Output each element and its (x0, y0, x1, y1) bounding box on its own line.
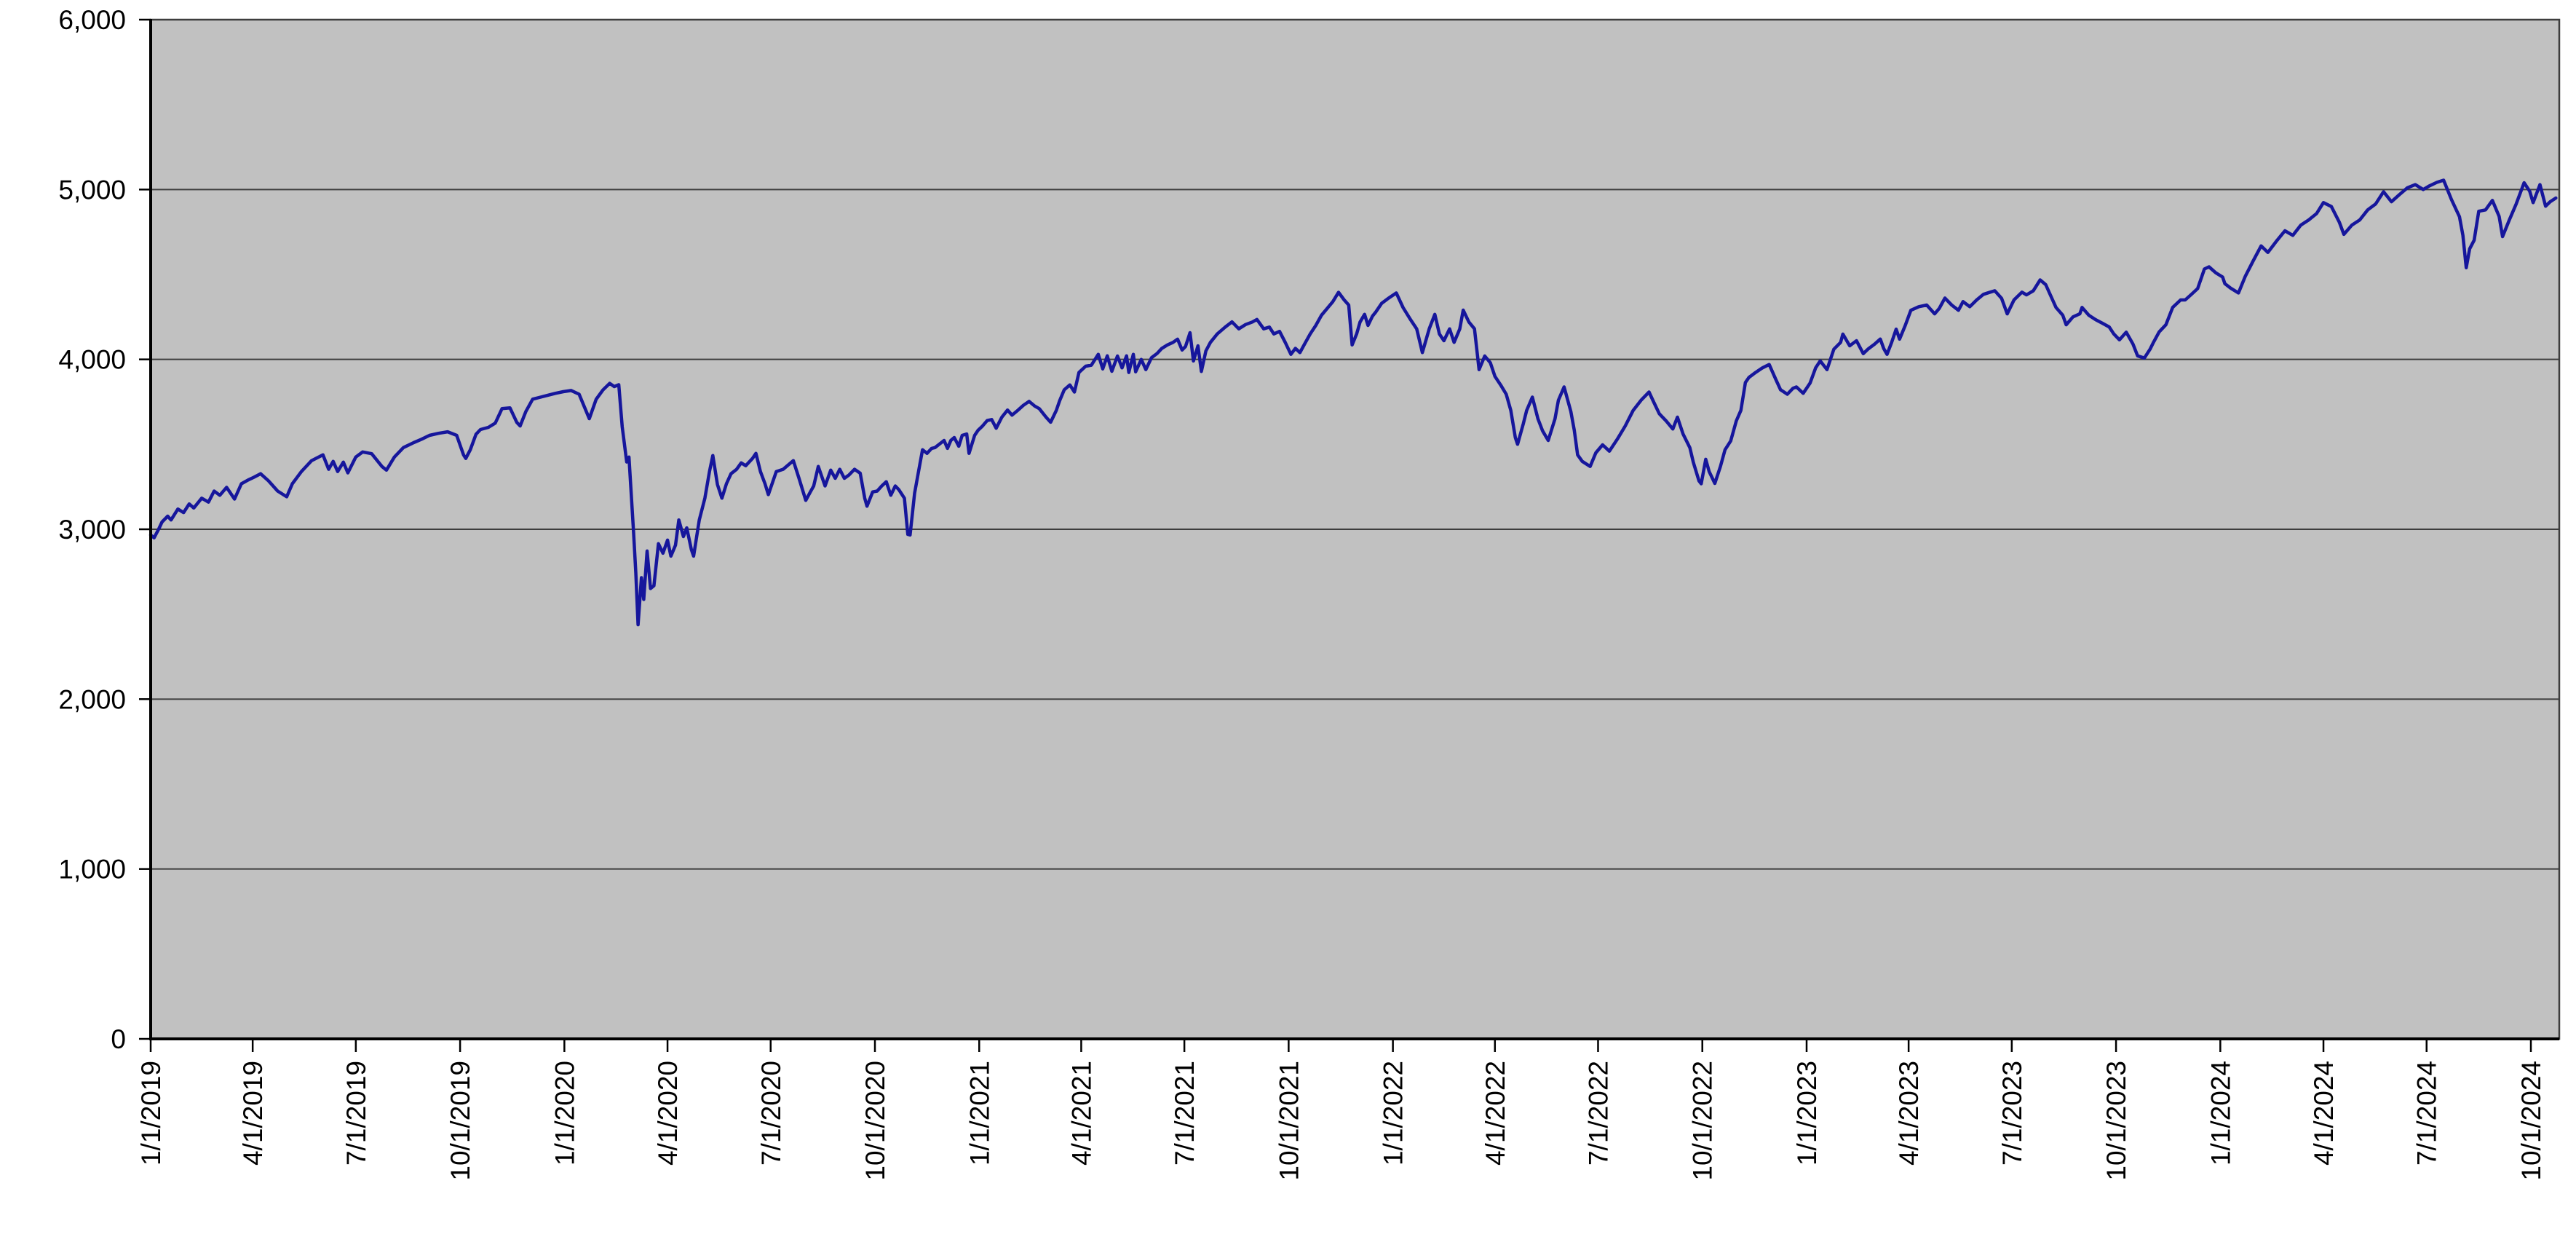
x-tick-label-23: 10/1/2024 (2516, 1061, 2546, 1181)
x-tick-label-5: 4/1/2020 (653, 1061, 683, 1166)
x-tick-label-0: 1/1/2019 (136, 1061, 166, 1166)
y-tick-label-5000: 5,000 (58, 175, 126, 205)
x-tick-label-21: 4/1/2024 (2309, 1061, 2339, 1166)
y-tick-label-6000: 6,000 (58, 5, 126, 35)
y-tick-label-0: 0 (111, 1024, 126, 1054)
x-tick-label-22: 7/1/2024 (2412, 1061, 2442, 1166)
x-tick-label-2: 7/1/2019 (341, 1061, 371, 1166)
x-tick-label-16: 1/1/2023 (1792, 1061, 1822, 1166)
x-tick-label-18: 7/1/2023 (1997, 1061, 2027, 1166)
x-tick-label-7: 10/1/2020 (860, 1061, 890, 1181)
x-tick-label-11: 10/1/2021 (1274, 1061, 1304, 1181)
x-tick-label-14: 7/1/2022 (1583, 1061, 1613, 1166)
x-tick-label-3: 10/1/2019 (445, 1061, 475, 1181)
y-tick-label-3000: 3,000 (58, 515, 126, 545)
y-tick-label-4000: 4,000 (58, 345, 126, 375)
x-tick-label-19: 10/1/2023 (2101, 1061, 2131, 1181)
x-tick-label-17: 4/1/2023 (1894, 1061, 1924, 1166)
x-tick-label-13: 4/1/2022 (1481, 1061, 1510, 1166)
x-tick-label-12: 1/1/2022 (1379, 1061, 1408, 1166)
x-tick-label-4: 1/1/2020 (550, 1061, 579, 1166)
x-tick-label-15: 10/1/2022 (1688, 1061, 1718, 1181)
series-price-index (148, 178, 2558, 627)
x-tick-label-20: 1/1/2024 (2206, 1061, 2235, 1166)
y-tick-label-1000: 1,000 (58, 855, 126, 885)
x-tick-label-1: 4/1/2019 (238, 1061, 268, 1166)
x-tick-label-8: 1/1/2021 (964, 1061, 994, 1166)
x-tick-label-6: 7/1/2020 (756, 1061, 786, 1166)
x-tick-label-10: 7/1/2021 (1170, 1061, 1200, 1166)
y-tick-label-2000: 2,000 (58, 684, 126, 714)
x-tick-label-9: 4/1/2021 (1066, 1061, 1096, 1166)
